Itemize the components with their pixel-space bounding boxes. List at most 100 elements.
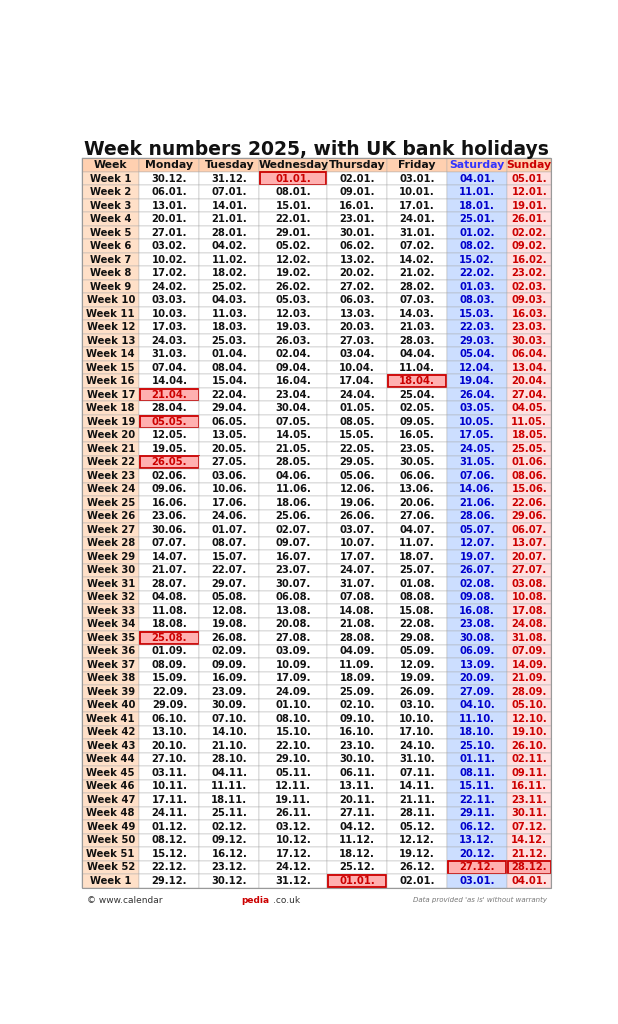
Bar xyxy=(200,469,260,482)
Text: Week 18: Week 18 xyxy=(87,403,135,414)
Bar xyxy=(260,172,327,185)
Bar xyxy=(387,496,447,510)
Bar xyxy=(200,861,260,874)
Bar xyxy=(140,563,200,578)
Bar xyxy=(447,685,507,698)
Text: 10.08.: 10.08. xyxy=(512,592,547,602)
Bar xyxy=(200,212,260,226)
Bar xyxy=(82,321,140,334)
Text: 04.03.: 04.03. xyxy=(211,295,247,305)
Text: 21.11.: 21.11. xyxy=(399,795,435,805)
Text: 20.12.: 20.12. xyxy=(459,849,495,859)
Text: 31.07.: 31.07. xyxy=(339,579,375,589)
Bar xyxy=(387,672,447,685)
Bar xyxy=(447,726,507,739)
Text: 11.03.: 11.03. xyxy=(211,308,247,318)
Text: Week 1: Week 1 xyxy=(90,174,132,183)
Bar xyxy=(140,307,200,321)
Text: 03.11.: 03.11. xyxy=(151,768,187,778)
Text: 09.02.: 09.02. xyxy=(512,242,547,251)
Text: 07.12.: 07.12. xyxy=(512,822,547,831)
Text: 05.03.: 05.03. xyxy=(276,295,311,305)
Text: 11.08.: 11.08. xyxy=(151,606,187,615)
Bar xyxy=(140,375,200,388)
Bar xyxy=(447,631,507,644)
Text: 22.02.: 22.02. xyxy=(459,268,495,279)
Bar xyxy=(200,779,260,794)
Text: Sunday: Sunday xyxy=(507,160,552,170)
Bar xyxy=(82,294,140,307)
Text: 25.11.: 25.11. xyxy=(211,808,247,818)
Bar xyxy=(82,685,140,698)
Text: 06.08.: 06.08. xyxy=(276,592,311,602)
Text: 11.06.: 11.06. xyxy=(275,484,311,495)
Bar xyxy=(200,442,260,456)
Text: 07.02.: 07.02. xyxy=(399,242,434,251)
Bar xyxy=(447,253,507,266)
Bar xyxy=(507,794,551,807)
Bar xyxy=(447,753,507,766)
Text: Week 8: Week 8 xyxy=(90,268,132,279)
Bar xyxy=(260,510,327,523)
Text: 30.11.: 30.11. xyxy=(511,808,547,818)
Text: Week 4: Week 4 xyxy=(90,214,132,224)
Text: 20.04.: 20.04. xyxy=(512,376,547,386)
Text: 10.07.: 10.07. xyxy=(339,539,375,548)
Bar xyxy=(327,428,387,442)
Text: 22.03.: 22.03. xyxy=(459,323,495,332)
Text: 31.01.: 31.01. xyxy=(399,227,435,238)
Bar xyxy=(140,280,200,294)
Text: 23.11.: 23.11. xyxy=(511,795,547,805)
Text: 30.03.: 30.03. xyxy=(512,336,547,346)
Text: 06.04.: 06.04. xyxy=(512,349,547,359)
Bar xyxy=(327,185,387,199)
Text: 12.09.: 12.09. xyxy=(399,659,435,670)
Bar xyxy=(327,591,387,604)
Bar xyxy=(327,604,387,617)
Text: 12.08.: 12.08. xyxy=(211,606,247,615)
Bar xyxy=(260,212,327,226)
Bar xyxy=(507,240,551,253)
Text: 09.06.: 09.06. xyxy=(151,484,187,495)
Bar xyxy=(82,658,140,672)
Text: 18.09.: 18.09. xyxy=(339,674,375,683)
Bar xyxy=(327,794,387,807)
Text: 11.04.: 11.04. xyxy=(399,362,435,373)
Text: 11.10.: 11.10. xyxy=(459,714,495,724)
Bar xyxy=(327,172,387,185)
Text: 12.02.: 12.02. xyxy=(276,255,311,264)
Text: 02.11.: 02.11. xyxy=(511,755,547,764)
Bar xyxy=(140,415,200,428)
Text: 16.01.: 16.01. xyxy=(339,201,375,211)
Text: 10.12.: 10.12. xyxy=(276,836,311,846)
Bar xyxy=(447,523,507,537)
Bar xyxy=(140,212,200,226)
Text: 06.12.: 06.12. xyxy=(459,822,495,831)
Text: 17.05.: 17.05. xyxy=(459,430,495,440)
Bar xyxy=(260,739,327,753)
Bar xyxy=(82,159,140,172)
Bar xyxy=(260,482,327,496)
Bar xyxy=(200,266,260,280)
Text: 15.01.: 15.01. xyxy=(275,201,311,211)
Bar xyxy=(140,469,200,482)
Bar xyxy=(447,604,507,617)
Bar xyxy=(140,726,200,739)
Bar xyxy=(260,388,327,401)
Bar xyxy=(260,794,327,807)
Bar xyxy=(260,266,327,280)
Text: 14.04.: 14.04. xyxy=(151,376,187,386)
Text: 19.09.: 19.09. xyxy=(399,674,435,683)
Bar xyxy=(327,321,387,334)
Bar xyxy=(260,537,327,550)
Text: 24.06.: 24.06. xyxy=(211,511,247,521)
Text: 13.09.: 13.09. xyxy=(459,659,495,670)
Text: 02.08.: 02.08. xyxy=(459,579,495,589)
Bar xyxy=(200,794,260,807)
Text: 20.06.: 20.06. xyxy=(399,498,435,508)
Text: 31.12.: 31.12. xyxy=(276,876,311,886)
Text: 05.07.: 05.07. xyxy=(459,524,495,535)
Bar xyxy=(140,672,200,685)
Bar xyxy=(507,578,551,591)
Bar xyxy=(447,672,507,685)
